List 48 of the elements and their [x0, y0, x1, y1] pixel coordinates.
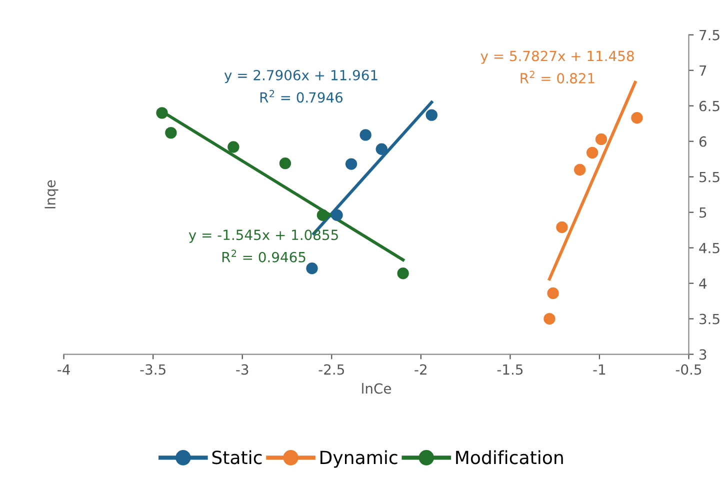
annotation: y = 2.7906x + 11.961 — [224, 70, 378, 84]
point — [586, 146, 598, 159]
point — [574, 164, 586, 176]
point — [156, 107, 168, 119]
point — [397, 268, 409, 280]
annotation: R$^{2}$ = 0.7946 — [260, 90, 343, 103]
x-tick-label: -3 — [236, 364, 248, 375]
y-tick-label: 4 — [699, 278, 707, 289]
x-tick-label: -3.5 — [140, 364, 166, 375]
point — [165, 126, 177, 139]
x-tick-label: -0.5 — [676, 364, 702, 375]
y-tick-label: 5.5 — [700, 172, 720, 182]
point — [331, 209, 343, 221]
point — [544, 312, 556, 325]
point — [306, 262, 318, 274]
point — [376, 143, 388, 155]
y-tick-label: 5 — [700, 207, 706, 218]
x-tick-label: -1.5 — [497, 364, 523, 375]
legend-label: Static — [212, 450, 262, 464]
y-tick-label: 7 — [700, 65, 706, 76]
legend-label: Dynamic — [320, 450, 398, 468]
point — [547, 287, 559, 300]
y-tick-label: 4.5 — [699, 242, 720, 254]
point — [279, 157, 292, 170]
point — [426, 109, 438, 121]
y-tick-label: 6 — [699, 136, 706, 147]
x-tick-label: -4 — [58, 364, 70, 375]
x-tick-label: -2.5 — [318, 364, 344, 375]
x-axis-title: lnCe — [362, 383, 391, 394]
point — [316, 209, 329, 221]
y-tick-label: 6.5 — [699, 100, 720, 112]
point — [631, 112, 643, 124]
x-tick-label: -2 — [414, 364, 426, 375]
y-axis-title: lnqe — [44, 180, 58, 208]
point — [595, 133, 608, 146]
legend-label: Modification — [456, 450, 563, 464]
annotation: R$^{2}$ = 0.821 — [520, 70, 594, 84]
annotation: y = 5.7827x + 11.458 — [480, 50, 634, 64]
y-tick-label: 7.5 — [700, 30, 720, 40]
y-tick-label: 3 — [700, 349, 706, 360]
annotation: R$^{2}$ = 0.9465 — [222, 250, 306, 262]
annotation: y = -1.545x + 1.0855 — [188, 230, 338, 243]
point — [345, 158, 358, 170]
x-tick-label: -1 — [593, 364, 606, 375]
point — [556, 221, 568, 234]
point — [228, 141, 240, 153]
point — [360, 129, 372, 141]
y-tick-label: 3.5 — [700, 314, 720, 324]
